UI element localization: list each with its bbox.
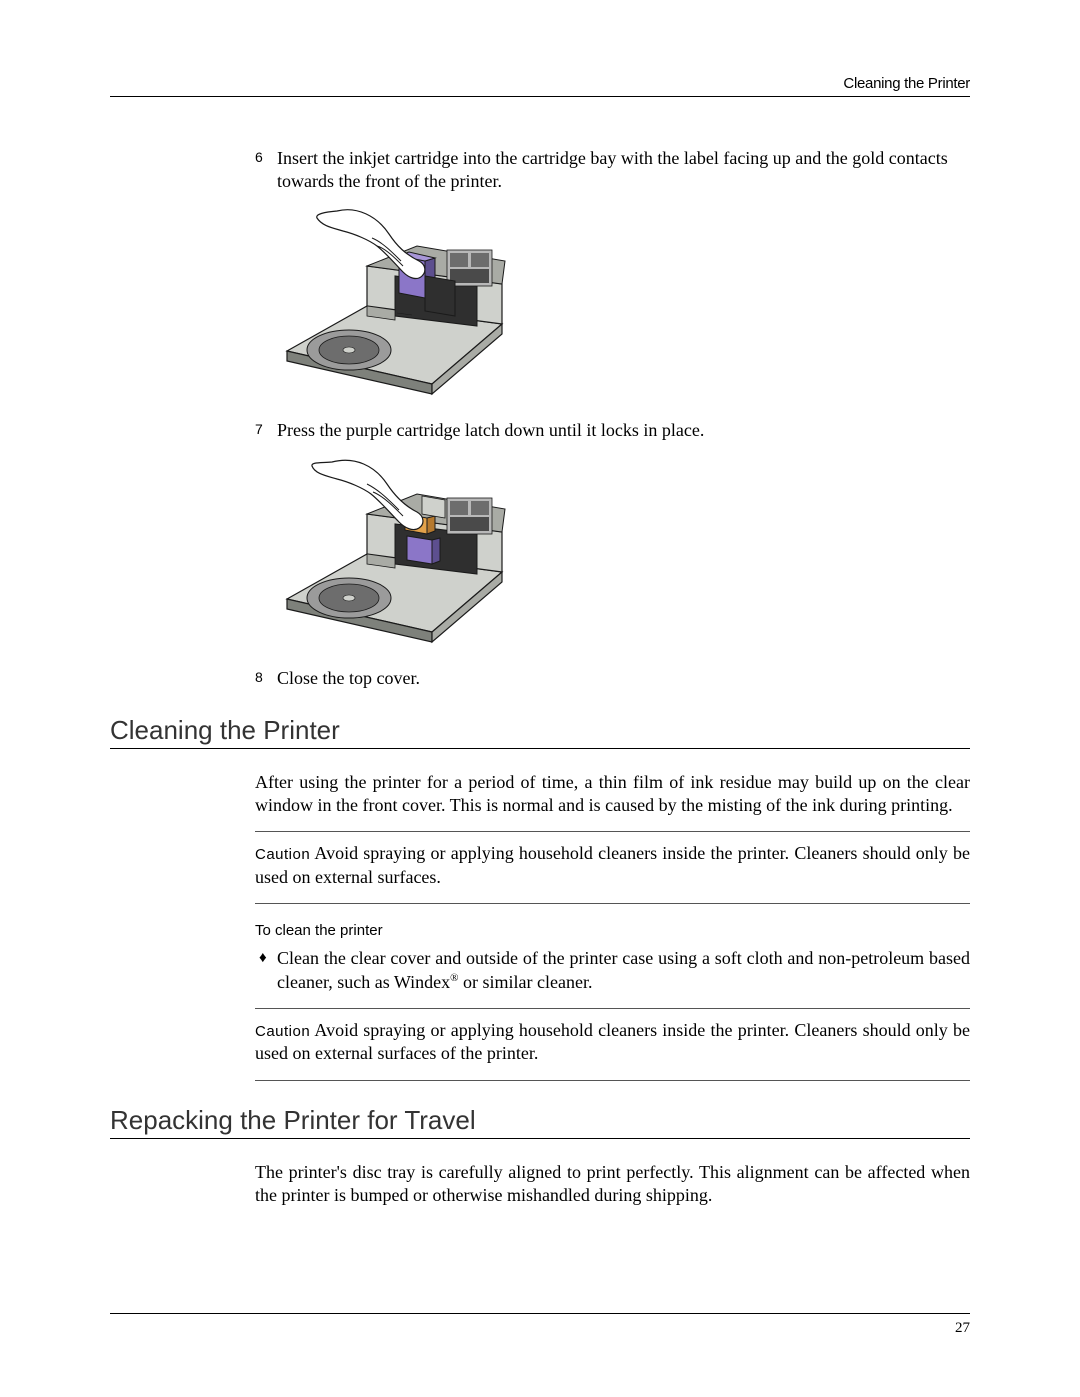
step-6: 6 Insert the inkjet cartridge into the c… [255, 147, 970, 194]
caution-1: Caution Avoid spraying or applying house… [255, 842, 970, 889]
caution-2: Caution Avoid spraying or applying house… [255, 1019, 970, 1066]
step-8: 8 Close the top cover. [255, 667, 970, 690]
bullet-item: ♦ Clean the clear cover and outside of t… [255, 947, 970, 994]
section-heading-repacking: Repacking the Printer for Travel [110, 1105, 970, 1136]
running-header: Cleaning the Printer [110, 75, 970, 97]
step-number: 8 [255, 667, 277, 690]
step-number: 6 [255, 147, 277, 194]
illustration-insert-cartridge [277, 206, 512, 401]
heading-rule [110, 1138, 970, 1139]
caution-label: Caution [255, 846, 310, 863]
step-text: Insert the inkjet cartridge into the car… [277, 147, 970, 194]
section2-body: The printer's disc tray is carefully ali… [255, 1161, 970, 1208]
bullet-post: or similar cleaner. [459, 972, 593, 992]
subhead-to-clean: To clean the printer [255, 922, 970, 939]
caution-rule-bottom-2 [255, 1080, 970, 1081]
steps-block: 6 Insert the inkjet cartridge into the c… [255, 147, 970, 691]
intro-paragraph: After using the printer for a period of … [255, 771, 970, 818]
caution-rule-top-2 [255, 1008, 970, 1009]
caution-rule-bottom [255, 903, 970, 904]
section1-body: After using the printer for a period of … [255, 771, 970, 1081]
caution-text: Avoid spraying or applying household cle… [255, 1020, 970, 1063]
registered-mark: ® [450, 972, 458, 984]
bullet-text: Clean the clear cover and outside of the… [277, 947, 970, 994]
heading-rule [110, 748, 970, 749]
section-heading-cleaning: Cleaning the Printer [110, 715, 970, 746]
bullet-pre: Clean the clear cover and outside of the… [277, 948, 970, 991]
caution-text: Avoid spraying or applying household cle… [255, 843, 970, 886]
intro-paragraph-2: The printer's disc tray is carefully ali… [255, 1161, 970, 1208]
step-7: 7 Press the purple cartridge latch down … [255, 419, 970, 442]
page-number: 27 [955, 1320, 970, 1336]
bullet-symbol: ♦ [255, 947, 277, 994]
step-text: Close the top cover. [277, 667, 970, 690]
step-text: Press the purple cartridge latch down un… [277, 419, 970, 442]
caution-label: Caution [255, 1023, 310, 1040]
illustration-lock-latch [277, 454, 512, 649]
step-number: 7 [255, 419, 277, 442]
caution-rule-top [255, 831, 970, 832]
header-title: Cleaning the Printer [843, 75, 970, 92]
page: Cleaning the Printer 6 Insert the inkjet… [0, 0, 1080, 1397]
page-footer: 27 [110, 1313, 970, 1337]
